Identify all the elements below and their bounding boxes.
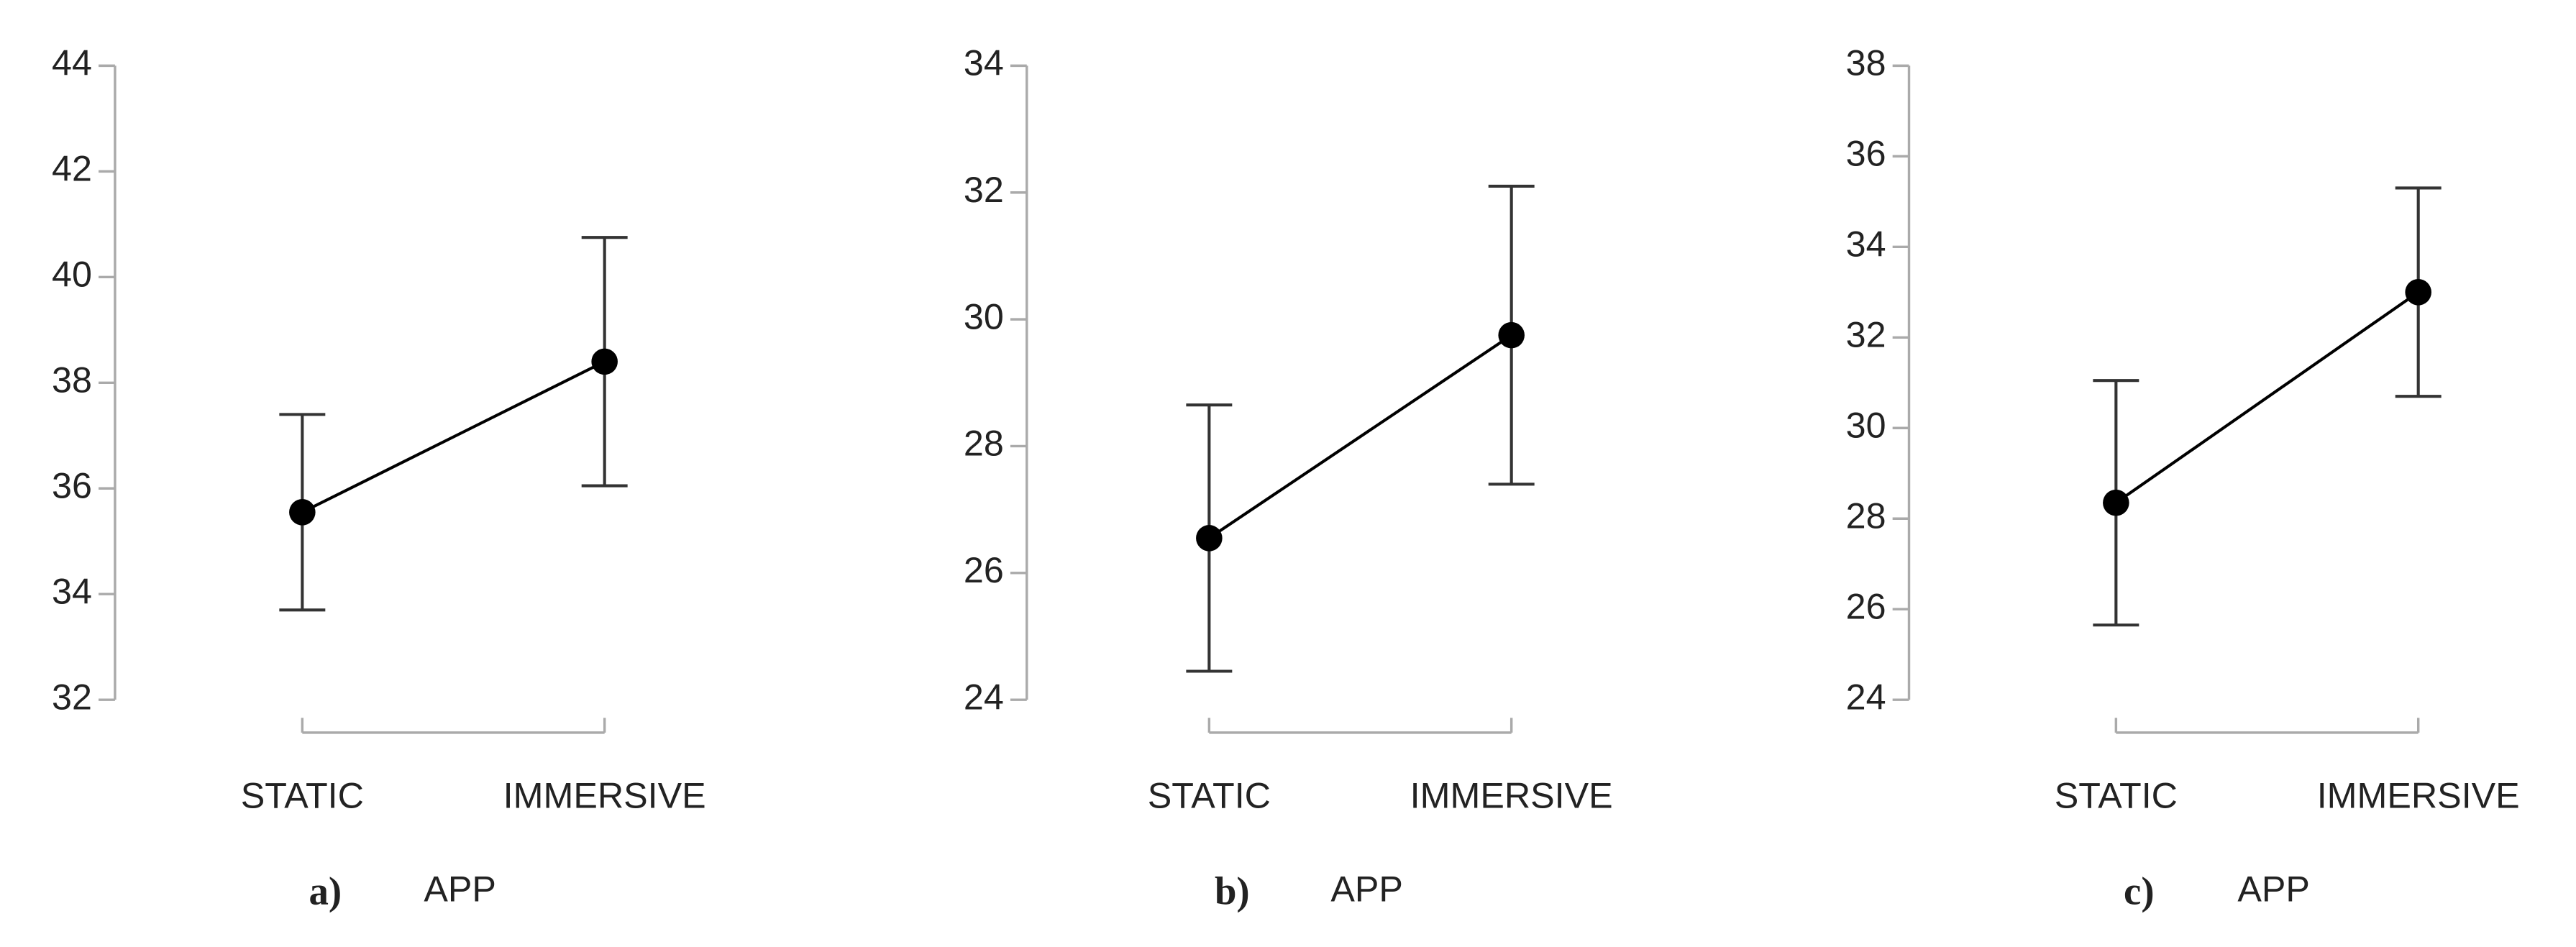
y-tick-label: 24 [964, 677, 1004, 717]
x-tick-label: IMMERSIVE [1410, 776, 1613, 816]
point [2405, 279, 2431, 306]
panel-label: b) [1215, 869, 1250, 913]
y-tick-label: 38 [1846, 43, 1886, 83]
y-tick-label: 34 [52, 571, 92, 611]
y-tick-label: 28 [1846, 496, 1886, 536]
y-tick-label: 34 [964, 43, 1004, 83]
y-tick-label: 28 [964, 424, 1004, 464]
y-tick-label: 36 [1846, 134, 1886, 174]
x-tick-label: IMMERSIVE [503, 776, 706, 816]
y-tick-label: 26 [964, 550, 1004, 590]
point [1498, 321, 1525, 349]
point [591, 348, 618, 375]
panel-label: c) [2124, 869, 2155, 913]
panel-label: a) [309, 869, 342, 913]
y-tick-label: 38 [52, 360, 92, 401]
point [2103, 489, 2129, 516]
y-tick-label: 30 [964, 296, 1004, 337]
y-tick-label: 44 [52, 43, 92, 83]
x-axis-label: APP [424, 869, 496, 910]
y-tick-label: 32 [964, 170, 1004, 210]
y-tick-label: 42 [52, 149, 92, 189]
line [2115, 290, 2419, 504]
y-tick-label: 32 [52, 677, 92, 717]
y-tick-label: 30 [1846, 406, 1886, 446]
x-tick-label: STATIC [241, 776, 364, 816]
x-tick-label: IMMERSIVE [2317, 776, 2520, 816]
y-tick-label: 32 [1846, 315, 1886, 355]
x-tick-label: STATIC [2055, 776, 2178, 816]
point [1196, 525, 1223, 552]
y-tick-label: 36 [52, 466, 92, 506]
x-axis-label: APP [1330, 869, 1403, 910]
line [1208, 334, 1512, 540]
point [289, 499, 316, 526]
y-tick-label: 26 [1846, 586, 1886, 626]
y-tick-label: 40 [52, 255, 92, 295]
x-tick-label: STATIC [1148, 776, 1271, 816]
y-tick-label: 34 [1846, 224, 1886, 265]
line [301, 360, 606, 514]
x-axis-label: APP [2237, 869, 2310, 910]
y-tick-label: 24 [1846, 677, 1886, 717]
